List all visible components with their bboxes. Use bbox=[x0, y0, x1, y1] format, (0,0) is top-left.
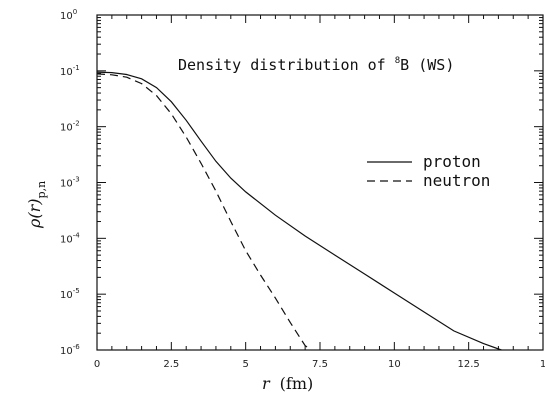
x-tick-label: 2.5 bbox=[163, 359, 179, 370]
y-tick-label: 10-3 bbox=[60, 176, 80, 190]
x-tick-label: 5 bbox=[242, 359, 248, 370]
x-tick-label: 10 bbox=[388, 359, 401, 370]
y-tick-label: 10-1 bbox=[60, 64, 80, 78]
y-axis-ticks: 100 10-1 10-2 10-3 10-4 10-5 10-6 bbox=[60, 8, 543, 357]
y-tick-label: 10-6 bbox=[60, 343, 80, 357]
x-tick-label: 0 bbox=[94, 359, 100, 370]
y-axis-title: ρ(r)p,n bbox=[25, 181, 48, 229]
series-layer bbox=[96, 71, 502, 351]
series-line-neutron bbox=[96, 73, 312, 351]
y-tick-label: 10-2 bbox=[60, 120, 80, 134]
chart-title: Density distribution of 8B (WS) bbox=[178, 56, 454, 74]
y-tick-label: 100 bbox=[60, 8, 77, 22]
series-line-proton bbox=[96, 71, 502, 351]
y-tick-label: 10-5 bbox=[60, 287, 80, 301]
y-tick-label: 10-4 bbox=[60, 231, 80, 245]
x-tick-label: 1 bbox=[540, 359, 545, 370]
legend-proton-label: proton bbox=[423, 152, 481, 171]
x-axis-title: r (fm) bbox=[262, 374, 313, 393]
x-axis-ticks: 0 2.5 5 7.5 10 12.5 1 bbox=[94, 15, 545, 370]
legend: proton neutron bbox=[367, 152, 490, 190]
x-tick-label: 7.5 bbox=[312, 359, 328, 370]
x-tick-label: 12.5 bbox=[458, 359, 480, 370]
legend-neutron-label: neutron bbox=[423, 171, 490, 190]
